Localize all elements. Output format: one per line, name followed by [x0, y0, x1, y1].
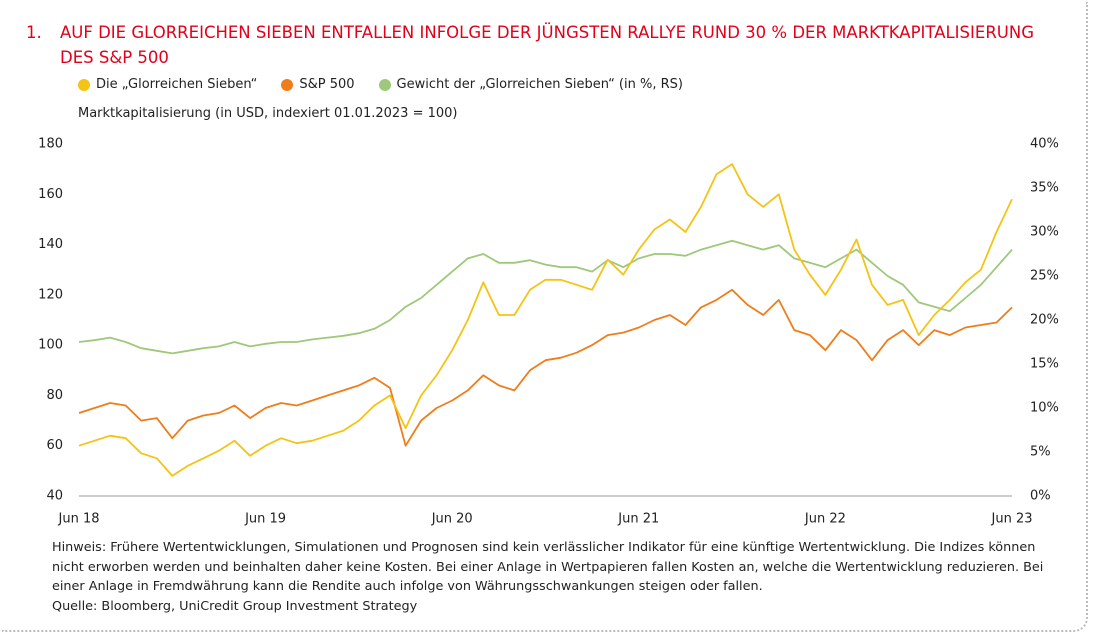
y2-tick-label: 5%: [1030, 445, 1051, 460]
legend-item: S&P 500: [281, 77, 355, 92]
legend: Die „Glorreichen Sieben“ S&P 500 Gewicht d…: [78, 77, 683, 92]
y2-tick-label: 30%: [1030, 225, 1059, 240]
legend-label: Die „Glorreichen Sieben“: [96, 77, 258, 92]
legend-marker: [281, 78, 294, 91]
legend-label: S&P 500: [299, 77, 355, 92]
y-tick-label: 100: [38, 338, 63, 353]
y2-tick-label: 25%: [1030, 269, 1059, 284]
y-axis-label: Marktkapitalisierung (in USD, indexiert …: [78, 106, 458, 121]
chart-title: AUF DIE GLORREICHEN SIEBEN ENTFALLEN INF…: [60, 23, 1034, 67]
x-tick-label: Jun 23: [991, 512, 1033, 527]
y2-tick-label: 0%: [1030, 489, 1051, 504]
y-tick-label: 80: [46, 388, 63, 403]
legend-item: Gewicht der „Glorreichen Sieben“ (in %, …: [378, 77, 683, 92]
series-line: [78, 288, 1013, 447]
title-number: 1.: [26, 23, 42, 42]
y-tick-label: 60: [46, 438, 63, 453]
y-tick-label: 180: [38, 137, 63, 152]
source: Quelle: Bloomberg, UniCredit Group Inves…: [52, 598, 418, 614]
y2-tick-label: 40%: [1030, 137, 1059, 152]
note: Hinweis: Frühere Wertentwicklungen, Simu…: [52, 540, 1044, 594]
footnote: Hinweis: Frühere Wertentwicklungen, Simu…: [52, 538, 1052, 616]
y2-tick-label: 35%: [1030, 181, 1059, 196]
y-tick-label: 40: [46, 489, 63, 504]
series-line: [78, 163, 1013, 477]
y2-tick-label: 20%: [1030, 313, 1059, 328]
legend-marker: [378, 78, 391, 91]
y-tick-label: 120: [38, 287, 63, 302]
y2-tick-label: 10%: [1030, 401, 1059, 416]
series-line: [78, 239, 1013, 355]
x-tick-label: Jun 22: [804, 512, 846, 527]
legend-marker: [78, 78, 90, 91]
x-tick-label: Jun 20: [431, 512, 473, 527]
y-tick-label: 140: [38, 237, 63, 252]
x-tick-label: Jun 18: [58, 512, 100, 527]
legend-label: Gewicht der „Glorreichen Sieben“ (in %, …: [396, 77, 683, 92]
y-tick-label: 160: [38, 187, 63, 202]
x-tick-label: Jun 19: [244, 512, 286, 527]
legend-item: Die „Glorreichen Sieben“: [78, 77, 257, 92]
x-tick-label: Jun 21: [617, 512, 659, 527]
y2-tick-label: 15%: [1030, 357, 1059, 372]
